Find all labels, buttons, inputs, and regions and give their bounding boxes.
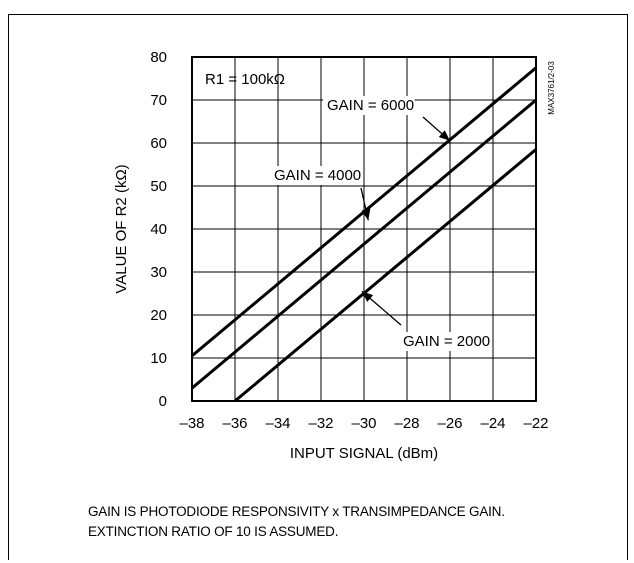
y-axis-label: VALUE OF R2 (kΩ) xyxy=(113,164,130,293)
y-tick-label: 20 xyxy=(150,307,167,324)
annotations: R1 = 100kΩ GAIN = 6000 GAIN = 4000 GAIN = 2… xyxy=(205,71,491,351)
gain-4000-bg xyxy=(270,166,362,185)
gain-2000-bg xyxy=(399,332,491,351)
gain-4000-arrowhead xyxy=(361,208,371,221)
gain-4000-text: GAIN = 4000 xyxy=(274,167,361,184)
series-line-2 xyxy=(192,98,536,390)
x-tick-label: –24 xyxy=(480,415,505,432)
gain-6000-bg xyxy=(323,96,415,115)
note-line-2: EXTINCTION RATIO OF 10 IS ASSUMED. xyxy=(88,524,339,539)
x-tick-label: –22 xyxy=(523,415,548,432)
y-tick-label: 60 xyxy=(150,135,167,152)
series-line-3 xyxy=(234,148,536,401)
chart: R1 = 100kΩ GAIN = 6000 GAIN = 4000 GAIN = 2… xyxy=(113,49,556,462)
x-tick-label: –38 xyxy=(179,415,204,432)
x-tick-label: –36 xyxy=(222,415,247,432)
y-tick-label: 10 xyxy=(150,350,167,367)
gain-6000-arrowhead xyxy=(438,130,450,141)
x-tick-label: –26 xyxy=(437,415,462,432)
x-tick-label: –28 xyxy=(394,415,419,432)
x-tick-label: –32 xyxy=(308,415,333,432)
gain-2000-arrowhead xyxy=(361,291,374,302)
y-tick-label: 70 xyxy=(150,92,167,109)
y-tick-label: 50 xyxy=(150,178,167,195)
x-axis-label: INPUT SIGNAL (dBm) xyxy=(290,445,438,462)
tick-labels: –38 –36 –34 –32 –30 –28 –26 –24 –22 0 10 20 30 40 50 60… xyxy=(150,49,548,432)
plot-frame xyxy=(191,56,537,402)
r1-label: R1 = 100kΩ xyxy=(205,71,285,88)
gain-2000-text: GAIN = 2000 xyxy=(403,333,490,350)
figure-frame xyxy=(8,14,628,560)
side-code: MAX3761/2-03 xyxy=(547,61,556,115)
x-tick-label: –34 xyxy=(265,415,290,432)
y-tick-label: 40 xyxy=(150,221,167,238)
y-tick-label: 0 xyxy=(159,393,167,410)
gain-6000-text: GAIN = 6000 xyxy=(327,97,414,114)
note-line-1: GAIN IS PHOTODIODE RESPONSIVITY x TRANSI… xyxy=(88,504,505,519)
y-tick-label: 80 xyxy=(150,49,167,66)
x-tick-label: –30 xyxy=(351,415,376,432)
y-tick-label: 30 xyxy=(150,264,167,281)
